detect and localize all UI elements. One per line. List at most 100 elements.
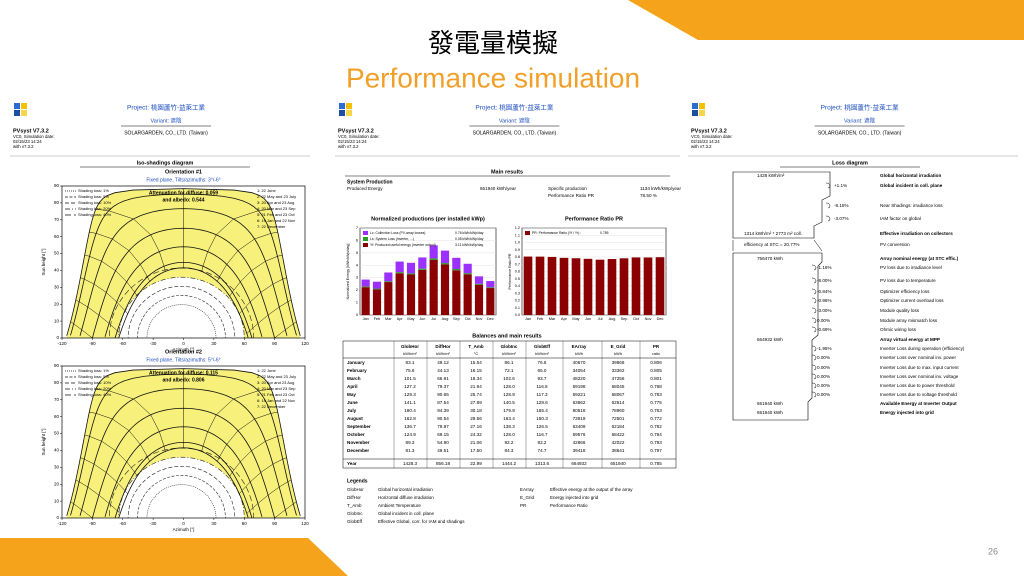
x-tick-label: -120 <box>57 341 67 346</box>
bar <box>535 256 545 315</box>
y-tick-label: 50 <box>54 251 60 256</box>
column-unit: ratio <box>652 351 661 356</box>
hour-line <box>201 208 272 272</box>
slide-title: 發電量模擬 <box>428 28 558 58</box>
loss-label: Optimizer efficiency loss <box>880 289 930 294</box>
energy-value: 1428 kWh/m² <box>757 173 785 178</box>
legend-value: 3.11 kWh/kWp/day <box>455 243 484 247</box>
x-tick-label: -90 <box>89 521 96 526</box>
x-tick-label: 60 <box>242 341 248 346</box>
sun-path-label: 6: 19 Jan and 22 Nov <box>257 218 295 223</box>
sun-path-label: 6: 19 Jan and 22 Nov <box>257 398 295 403</box>
x-tick-label: -90 <box>89 341 96 346</box>
table-frame <box>342 340 677 469</box>
loss-label: Energy injected into grid <box>880 410 934 415</box>
table-cell: 116.8 <box>536 384 548 389</box>
table-cell: 63409 <box>573 424 586 429</box>
bar <box>429 245 438 259</box>
hour-line <box>229 434 283 477</box>
chart-subtitle: Fixed plane, Tilts/azimuths: 3°/-6° <box>146 177 220 183</box>
column-header: GlobInc <box>501 344 518 349</box>
bar <box>463 263 472 274</box>
sun-path-label: 2: 22 May and 23 July <box>257 374 296 379</box>
chart-title: Orientation #1 <box>165 169 202 175</box>
table-cell: 59576 <box>573 432 586 437</box>
loss-value: 0.00% <box>817 383 830 388</box>
x-tick-label: Jun <box>585 317 591 321</box>
x-tick-label: Apr <box>397 317 404 321</box>
loss-value: -1.16% <box>817 265 832 270</box>
loss-label: Effective irradiation on collectors <box>880 231 953 236</box>
y-tick-label: 0.0 <box>515 313 520 317</box>
bar <box>384 281 393 283</box>
logo <box>339 110 345 116</box>
legend-value: 0.785 <box>600 231 609 235</box>
iso-loss-curve <box>127 286 236 338</box>
sun-path-label: 4: 20 Mar and 23 Sep <box>257 206 296 211</box>
table-cell: 0.797 <box>650 448 662 453</box>
loss-label: Module array mismatch loss <box>880 318 938 323</box>
table-cell: 16.15 <box>470 368 482 373</box>
legend-label: Shading loss: 20% <box>78 206 112 211</box>
table-cell: 0.783 <box>650 392 662 397</box>
loss-value: -1.95% <box>817 346 832 351</box>
result-label: Specific production <box>548 186 587 191</box>
x-tick-label: 90 <box>272 341 278 346</box>
loss-arrow <box>825 182 831 189</box>
loss-label: PV loss due to temperature <box>880 278 936 283</box>
bar <box>361 279 370 287</box>
bar <box>523 256 533 315</box>
table-cell: 128.9 <box>503 392 515 397</box>
sun-path-label: 3: 20 Apr and 23 Aug <box>257 380 294 385</box>
y-tick-label: 4 <box>356 263 358 267</box>
y-tick-label: 90 <box>54 363 60 368</box>
table-cell: 86.1 <box>505 360 514 365</box>
loss-arrow <box>811 307 817 314</box>
hour-line <box>95 208 166 272</box>
hour-line <box>274 501 297 518</box>
loss-arrow <box>811 326 817 333</box>
loss-arrow <box>811 354 817 361</box>
legend-label: Shading loss: 5% <box>78 194 109 199</box>
x-tick-label: 60 <box>242 521 248 526</box>
legend-abbr: EArray <box>520 487 535 492</box>
y-tick-label: 7 <box>356 226 358 230</box>
meta: 02/15/23 14:24 <box>13 139 42 144</box>
x-tick-label: Jan <box>525 317 531 321</box>
table-cell: 163.4 <box>503 416 515 421</box>
table-cell: 76.6 <box>538 360 547 365</box>
section-title: Balances and main results <box>472 333 541 339</box>
meta: with v7.3.2 <box>338 144 359 149</box>
x-tick-label: Sep <box>453 317 460 321</box>
x-tick-label: Mar <box>549 317 556 321</box>
column-unit: kWh/m² <box>436 351 450 356</box>
row-label: November <box>347 440 370 445</box>
y-tick-label: 30 <box>54 285 60 290</box>
y-tick-label: 2 <box>356 288 358 292</box>
loss-label: Inverter Loss over nominal inv. voltage <box>880 374 959 379</box>
y-tick-label: 90 <box>54 183 60 188</box>
loss-value: -0.96% <box>817 298 832 303</box>
software: PVsyst V7.3.2 <box>338 128 374 134</box>
loss-label: Inverter Loss over nominal inv. power <box>880 355 956 360</box>
y-tick-label: 0.5 <box>515 277 520 281</box>
table-cell: 75.6 <box>406 368 415 373</box>
loss-arrow <box>825 202 831 209</box>
iso-loss-curve <box>137 295 226 338</box>
company: SOLARGARDEN, CO., LTD. (Taiwan) <box>124 130 208 136</box>
loss-arrow <box>811 277 817 284</box>
y-tick-label: 20 <box>54 301 60 306</box>
logo <box>699 103 705 109</box>
legend-swatch <box>363 231 368 235</box>
x-axis-label: Azimuth [°] <box>173 347 195 352</box>
table-cell: 42022 <box>612 440 625 445</box>
meta: with v7.3.2 <box>691 144 712 149</box>
result-label: Performance Ratio PR <box>548 193 595 198</box>
y-tick-label: 20 <box>54 481 60 486</box>
row-label: October <box>347 432 365 437</box>
bar <box>384 282 393 315</box>
y-tick-label: 40 <box>54 268 60 273</box>
bar <box>372 288 382 290</box>
column-header: GlobHor <box>401 344 419 349</box>
